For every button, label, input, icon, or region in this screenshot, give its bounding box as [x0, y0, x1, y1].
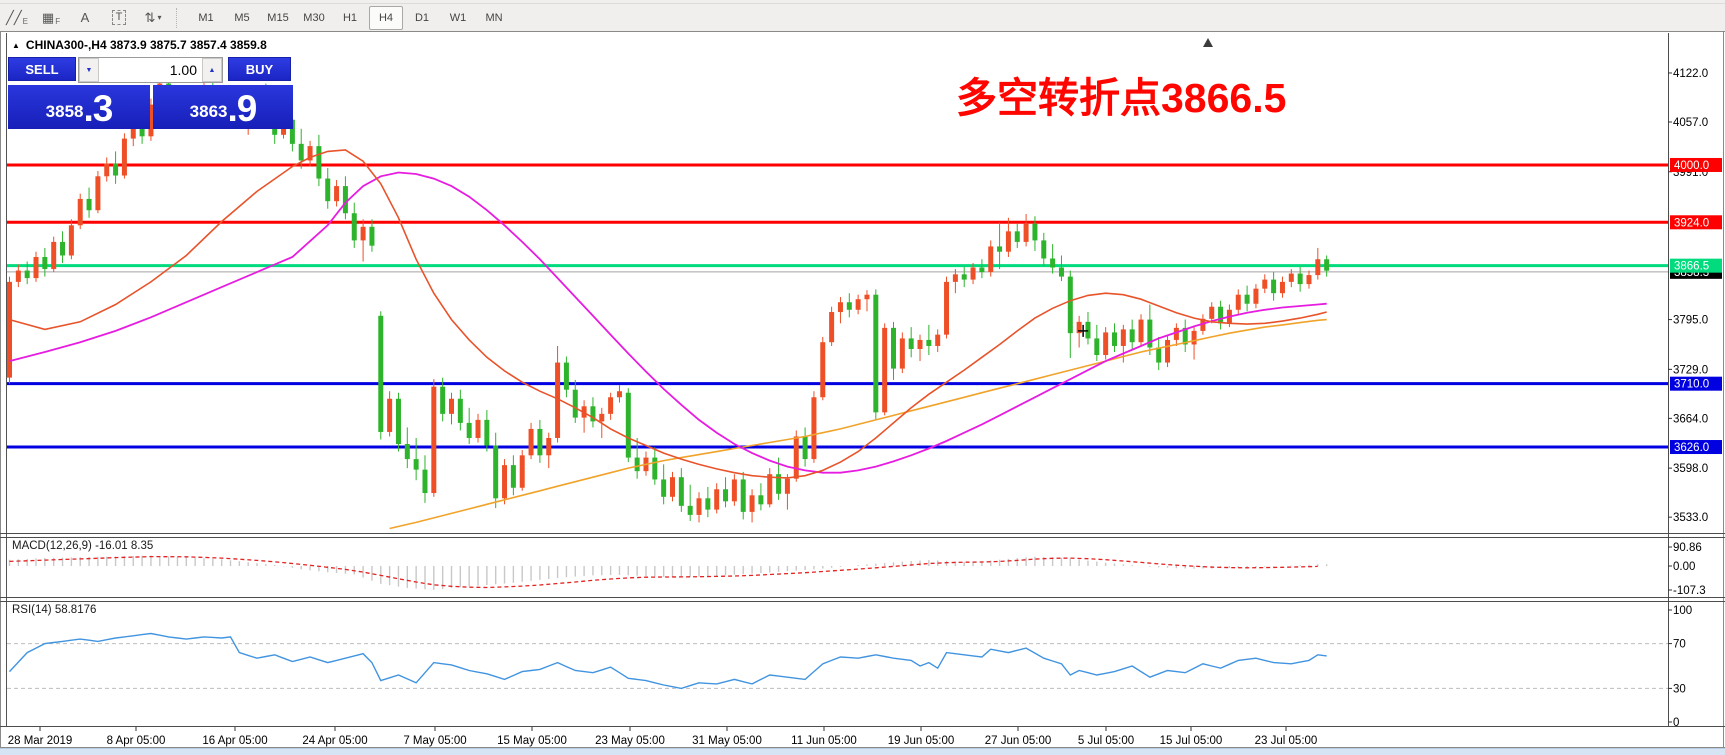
- main-toolbar: ╱╱ E ▦ F A T ⇅ ▾ M1 M5 M15 M30 H1 H4 D1 W1 …: [0, 4, 1725, 31]
- ask-price-panel[interactable]: 3863.9: [153, 85, 293, 129]
- toolbar-separator: [176, 7, 184, 28]
- axis-label: 100: [1673, 605, 1692, 617]
- arrows-tool-icon[interactable]: ⇅ ▾: [137, 6, 169, 30]
- window-top-edge: [0, 0, 1725, 4]
- timeframe-w1[interactable]: W1: [449, 11, 467, 24]
- axis-label: 3533.0: [1673, 512, 1708, 524]
- timeframe-h4[interactable]: H4: [369, 5, 403, 30]
- rsi-line: [8, 632, 1327, 690]
- ma_medium-line: [389, 318, 1327, 530]
- axis-label: 24 Apr 05:00: [302, 735, 367, 747]
- axis-label: 3710.0: [1674, 379, 1709, 391]
- axis-label: 30: [1673, 683, 1686, 695]
- line-studies-icon[interactable]: ╱╱ E: [6, 9, 28, 26]
- macd-signal-line: [9, 555, 1318, 589]
- axis-label: 28 Mar 2019: [8, 735, 73, 747]
- volume-input[interactable]: [99, 58, 202, 82]
- axis-label: 3795.0: [1673, 315, 1708, 327]
- shift-marker-icon: [1203, 38, 1213, 47]
- axis-label: 3729.0: [1673, 364, 1708, 376]
- sell-button[interactable]: SELL: [8, 57, 76, 81]
- axis-label: 3866.5: [1674, 261, 1709, 273]
- ma_slow-line: [9, 171, 1327, 474]
- collapse-icon[interactable]: ▲: [12, 41, 20, 50]
- chevron-down-icon: ▾: [157, 13, 162, 22]
- timeframe-h1[interactable]: H1: [342, 11, 358, 24]
- axis-label: 7 May 05:00: [403, 735, 466, 747]
- bid-price-main: 3858: [45, 102, 84, 121]
- axis-label: 8 Apr 05:00: [107, 735, 166, 747]
- axis-label: 90.86: [1673, 542, 1702, 554]
- chart-text-annotation: 多空转折点3866.5: [956, 75, 1287, 121]
- timeframe-m5[interactable]: M5: [234, 11, 250, 24]
- axis-label: 19 Jun 05:00: [888, 735, 955, 747]
- timeframe-m15[interactable]: M15: [267, 11, 289, 24]
- status-bar: [0, 748, 1725, 755]
- one-click-trading-panel: SELL ▼ ▲ BUY 3858.3 3863.9: [8, 57, 293, 129]
- axis-label: 0: [1673, 717, 1679, 729]
- rsi-indicator-label: RSI(14) 58.8176: [12, 604, 97, 616]
- axis-label: 15 May 05:00: [497, 735, 567, 747]
- axis-label: 4057.0: [1673, 117, 1708, 129]
- axis-label: 4122.0: [1673, 68, 1708, 80]
- chart-window[interactable]: 4122.0 4057.0 3991.0 3795.0 3729.0 3664.0 3598…: [0, 31, 1725, 748]
- axis-label: 11 Jun 05:00: [791, 735, 857, 747]
- symbol-ohlc-text: CHINA300-,H4 3873.9 3875.7 3857.4 3859.8: [25, 38, 267, 52]
- grid-glyph: ▦: [41, 9, 55, 25]
- arrows-glyph: ⇅: [144, 9, 156, 25]
- volume-increase-button[interactable]: ▲: [202, 58, 222, 82]
- timeframe-m30[interactable]: M30: [303, 11, 325, 24]
- axis-label: 70: [1673, 639, 1686, 651]
- line-studies-glyph: ╱╱: [6, 9, 22, 25]
- grid-pattern-icon[interactable]: ▦ F: [41, 9, 61, 26]
- chart-bg: [0, 31, 1725, 748]
- text-box-glyph: T: [111, 10, 127, 25]
- text-box-icon[interactable]: T: [103, 6, 135, 30]
- axis-label: 0.00: [1673, 561, 1695, 573]
- timeframe-mn[interactable]: MN: [485, 11, 503, 24]
- axis-label: 5 Jul 05:00: [1078, 735, 1134, 747]
- axis-label: 3626.0: [1674, 442, 1709, 454]
- axis-label: 27 Jun 05:00: [985, 735, 1052, 747]
- volume-decrease-button[interactable]: ▼: [79, 58, 99, 82]
- text-label-icon[interactable]: A: [69, 6, 101, 30]
- axis-label: 23 Jul 05:00: [1255, 735, 1318, 747]
- timeframe-m1[interactable]: M1: [198, 11, 214, 24]
- macd-indicator-label: MACD(12,26,9) -16.01 8.35: [12, 540, 154, 552]
- axis-label: 16 Apr 05:00: [202, 735, 267, 747]
- ask-price-fraction: .9: [227, 88, 257, 129]
- chart-title: ▲ CHINA300-,H4 3873.9 3875.7 3857.4 3859.…: [12, 38, 267, 52]
- ma_fast-line: [9, 149, 1327, 479]
- axis-label: -107.3: [1673, 585, 1706, 597]
- axis-label: 3924.0: [1674, 217, 1709, 229]
- axis-label: 31 May 05:00: [692, 735, 762, 747]
- volume-spinner: ▼ ▲: [78, 57, 223, 83]
- text-label-glyph: A: [80, 10, 90, 25]
- axis-label: 3598.0: [1673, 463, 1708, 475]
- axis-label: 23 May 05:00: [595, 735, 665, 747]
- timeframe-d1[interactable]: D1: [414, 11, 430, 24]
- axis-label: 3664.0: [1673, 413, 1708, 425]
- bid-price-fraction: .3: [83, 88, 113, 129]
- buy-button[interactable]: BUY: [228, 57, 291, 81]
- ask-price-main: 3863: [189, 102, 228, 121]
- axis-label: 4000.0: [1674, 160, 1709, 172]
- axis-label: 15 Jul 05:00: [1160, 735, 1223, 747]
- bid-price-panel[interactable]: 3858.3: [8, 85, 150, 129]
